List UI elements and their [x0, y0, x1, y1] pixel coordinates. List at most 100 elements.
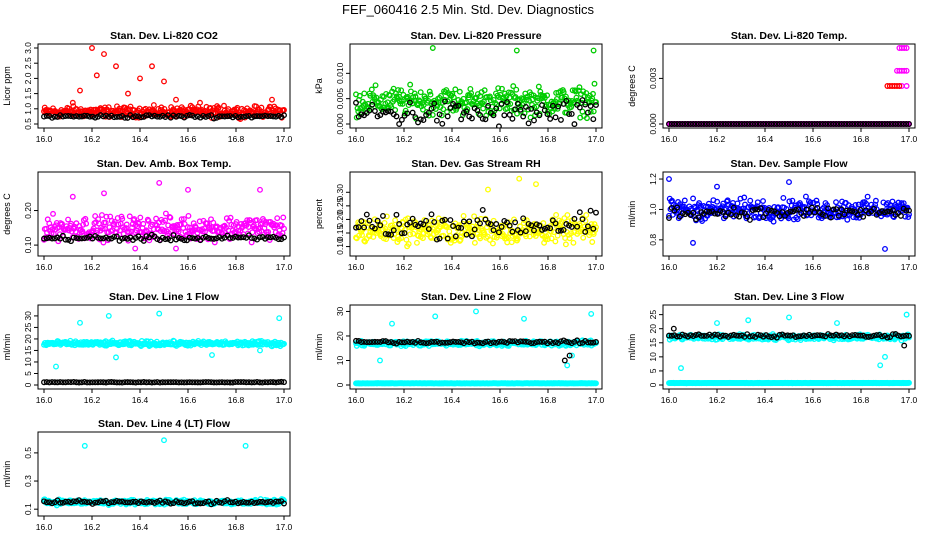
- data-point: [54, 379, 61, 386]
- data-point: [275, 379, 282, 386]
- data-point: [129, 224, 135, 231]
- data-point: [728, 121, 734, 127]
- x-tick-label: 16.2: [396, 134, 413, 144]
- data-point: [862, 333, 869, 340]
- data-point: [719, 121, 726, 127]
- data-point: [205, 113, 212, 119]
- data-point: [450, 223, 457, 229]
- data-point: [863, 200, 870, 207]
- data-point: [65, 379, 72, 386]
- data-point: [417, 220, 424, 227]
- data-point: [209, 352, 215, 359]
- data-point: [412, 93, 419, 100]
- data-point: [452, 233, 459, 240]
- data-point: [272, 113, 279, 120]
- data-point: [49, 235, 56, 242]
- data-point: [490, 339, 497, 346]
- data-point: [498, 338, 505, 345]
- data-point: [113, 113, 120, 120]
- data-point: [132, 113, 139, 120]
- data-point: [355, 224, 362, 231]
- data-point: [749, 121, 756, 127]
- data-point: [590, 225, 597, 232]
- data-point: [62, 113, 69, 119]
- data-point: [138, 114, 145, 121]
- data-point: [549, 102, 556, 109]
- y-tick-label: 30: [23, 311, 33, 321]
- data-point: [97, 379, 104, 386]
- data-point: [170, 232, 177, 238]
- data-point: [455, 338, 462, 345]
- data-point: [590, 47, 597, 54]
- data-point: [591, 80, 598, 87]
- x-tick-label: 16.0: [661, 395, 678, 405]
- data-point: [862, 121, 869, 127]
- data-point: [92, 213, 99, 220]
- data-point: [470, 231, 477, 238]
- data-point: [824, 202, 830, 209]
- data-point: [69, 193, 76, 200]
- data-point: [768, 207, 775, 214]
- data-point: [870, 121, 877, 127]
- data-point: [495, 229, 502, 236]
- y-tick-label: 10: [648, 352, 658, 362]
- data-point: [736, 121, 743, 127]
- data-point: [458, 225, 465, 231]
- data-point: [62, 379, 69, 386]
- x-tick-label: 16.4: [132, 522, 149, 532]
- data-point: [393, 113, 400, 120]
- data-point: [906, 332, 912, 339]
- data-point: [676, 121, 683, 127]
- data-point: [438, 92, 444, 99]
- data-point: [371, 225, 378, 232]
- data-point: [46, 379, 53, 386]
- y-axis-label: degrees C: [627, 65, 637, 107]
- data-point: [216, 379, 223, 386]
- data-point: [59, 232, 66, 239]
- plot-frame: [662, 304, 916, 390]
- data-point: [237, 379, 244, 385]
- data-point: [522, 338, 529, 345]
- y-tick-label: 1.2: [648, 173, 658, 185]
- data-point: [373, 94, 380, 101]
- data-point: [137, 214, 144, 221]
- data-point: [903, 311, 910, 318]
- data-point: [703, 208, 710, 215]
- data-point: [520, 113, 527, 120]
- data-point: [156, 179, 163, 186]
- data-point: [450, 338, 457, 345]
- data-point: [208, 379, 215, 386]
- data-point: [59, 499, 66, 506]
- data-point: [852, 202, 859, 208]
- data-point: [431, 100, 438, 107]
- data-point: [728, 211, 734, 218]
- data-point: [760, 214, 767, 221]
- data-point: [219, 235, 225, 242]
- data-point: [566, 339, 572, 346]
- x-tick-label: 16.8: [540, 134, 557, 144]
- data-point: [377, 357, 383, 364]
- x-tick-label: 16.4: [444, 262, 461, 272]
- data-point: [466, 339, 473, 346]
- data-point: [398, 116, 405, 123]
- data-point: [447, 339, 454, 346]
- data-point: [755, 331, 761, 338]
- data-point: [210, 379, 217, 386]
- data-point: [162, 379, 169, 386]
- data-point: [806, 210, 813, 216]
- data-point: [833, 121, 840, 127]
- data-point: [889, 207, 896, 214]
- data-point: [513, 86, 520, 93]
- data-point: [366, 217, 373, 224]
- points: [666, 311, 912, 387]
- data-point: [366, 107, 373, 114]
- x-tick-label: 16.2: [84, 134, 101, 144]
- data-point: [232, 233, 239, 240]
- data-point: [857, 206, 864, 213]
- data-point: [512, 219, 519, 226]
- data-point: [876, 121, 883, 127]
- y-axis-label: degrees C: [2, 193, 12, 235]
- data-point: [409, 109, 416, 116]
- data-point: [89, 113, 96, 120]
